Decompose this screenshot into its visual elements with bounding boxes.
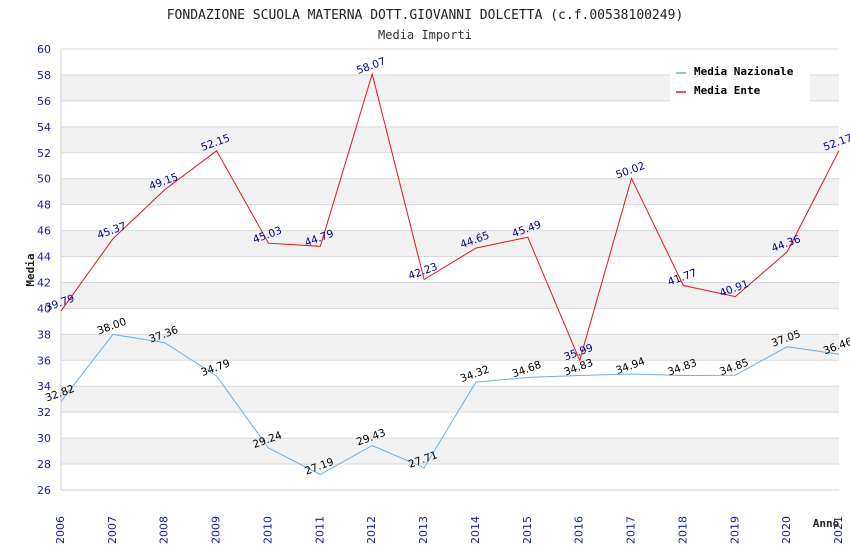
x-tick-label: 2012 bbox=[365, 516, 378, 544]
grid-band bbox=[61, 230, 839, 257]
y-tick-label: 54 bbox=[37, 121, 51, 134]
y-tick-label: 52 bbox=[37, 147, 51, 160]
y-tick-label: 60 bbox=[37, 43, 51, 56]
y-tick-label: 44 bbox=[37, 251, 51, 264]
y-tick-label: 36 bbox=[37, 354, 51, 367]
grid-band bbox=[61, 438, 839, 465]
data-label-media-ente: 39.79 bbox=[44, 293, 76, 315]
grid-band bbox=[61, 282, 839, 309]
y-tick-label: 26 bbox=[37, 484, 51, 497]
grid-lines bbox=[61, 48, 839, 491]
x-tick-label: 2011 bbox=[313, 516, 326, 544]
legend-label-media-nazionale: Media Nazionale bbox=[694, 65, 794, 78]
x-tick-label: 2009 bbox=[210, 516, 223, 544]
y-tick-label: 42 bbox=[37, 276, 51, 289]
y-tick-labels: 26 28 30 32 34 36 38 40 42 44 46 48 50 52 54 56 58 60 bbox=[37, 43, 51, 497]
grid-band bbox=[61, 334, 839, 361]
legend: Media Nazionale Media Ente bbox=[670, 60, 810, 102]
y-tick-label: 48 bbox=[37, 199, 51, 212]
data-label-media-nazionale: 34.32 bbox=[459, 363, 491, 385]
y-tick-label: 56 bbox=[37, 95, 51, 108]
chart-subtitle: Media Importi bbox=[378, 28, 472, 42]
x-tick-label: 2006 bbox=[54, 516, 67, 544]
x-tick-label: 2013 bbox=[417, 516, 430, 544]
y-tick-label: 32 bbox=[37, 406, 51, 419]
x-tick-label: 2021 bbox=[832, 516, 845, 544]
x-tick-label: 2015 bbox=[521, 516, 534, 544]
x-tick-label: 2007 bbox=[106, 516, 119, 544]
grid-band bbox=[61, 178, 839, 205]
x-tick-label: 2008 bbox=[158, 516, 171, 544]
x-tick-labels: 2006 2007 2008 2009 2010 2011 2012 2013 2014 2015… bbox=[54, 516, 845, 544]
data-label-media-ente: 42.23 bbox=[407, 261, 439, 283]
chart-title: FONDAZIONE SCUOLA MATERNA DOTT.GIOVANNI … bbox=[167, 8, 684, 23]
series-line-media-nazionale bbox=[60, 333, 840, 476]
x-tick-label: 2017 bbox=[625, 516, 638, 544]
y-tick-label: 50 bbox=[37, 173, 51, 186]
x-tick-label: 2014 bbox=[469, 516, 482, 544]
y-axis-label: Media bbox=[24, 253, 37, 286]
grid-band bbox=[61, 126, 839, 153]
y-tick-label: 38 bbox=[37, 328, 51, 341]
data-label-media-ente: 50.02 bbox=[614, 160, 646, 182]
grid-bands bbox=[61, 74, 839, 465]
data-label-media-ente: 58.07 bbox=[355, 55, 387, 77]
legend-label-media-ente: Media Ente bbox=[694, 84, 761, 97]
y-tick-label: 46 bbox=[37, 225, 51, 238]
x-tick-label: 2016 bbox=[573, 516, 586, 544]
x-axis-label: Anno bbox=[813, 517, 840, 530]
x-tick-label: 2019 bbox=[728, 516, 741, 544]
x-tick-label: 2020 bbox=[780, 516, 793, 544]
series-line-media-ente bbox=[60, 72, 840, 362]
y-tick-label: 28 bbox=[37, 458, 51, 471]
legend-box bbox=[670, 60, 810, 102]
y-tick-label: 30 bbox=[37, 432, 51, 445]
y-tick-label: 40 bbox=[37, 302, 51, 315]
axes bbox=[60, 49, 839, 491]
x-tick-label: 2010 bbox=[261, 516, 274, 544]
y-tick-label: 58 bbox=[37, 69, 51, 82]
series-lines bbox=[60, 72, 840, 476]
x-tick-label: 2018 bbox=[676, 516, 689, 544]
y-tick-label: 34 bbox=[37, 380, 51, 393]
grid-band bbox=[61, 386, 839, 413]
